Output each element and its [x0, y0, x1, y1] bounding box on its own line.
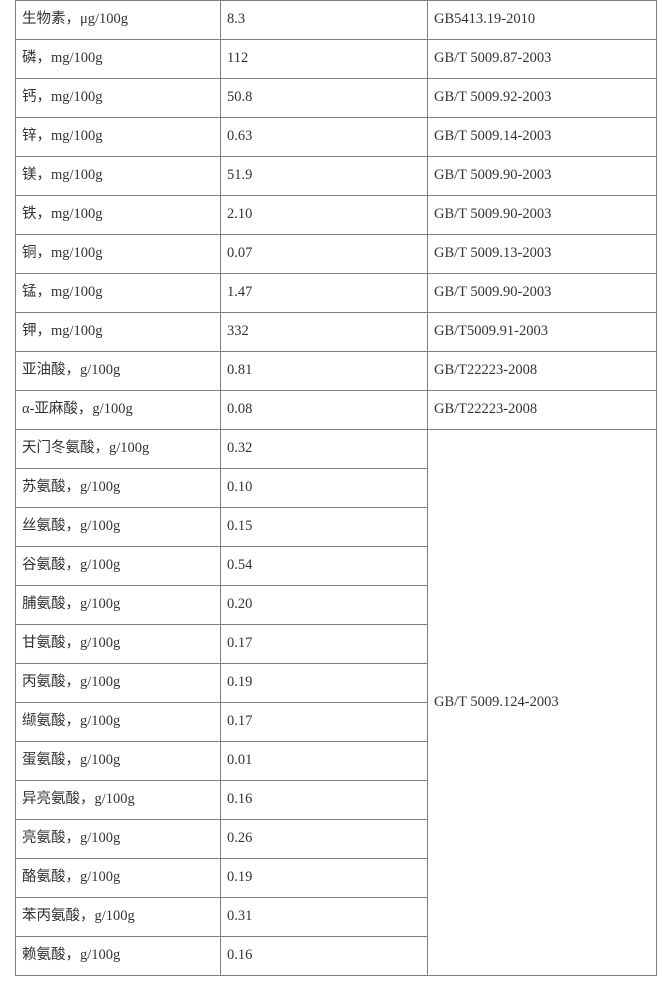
- cell-value: 0.19: [221, 859, 428, 898]
- cell-name: 蛋氨酸，g/100g: [16, 742, 221, 781]
- nutrition-table: 生物素，μg/100g 8.3 GB5413.19-2010 磷，mg/100g…: [15, 0, 657, 976]
- cell-name: 生物素，μg/100g: [16, 1, 221, 40]
- table-row: 亚油酸，g/100g 0.81 GB/T22223-2008: [16, 352, 657, 391]
- cell-name: 铜，mg/100g: [16, 235, 221, 274]
- cell-name: 缬氨酸，g/100g: [16, 703, 221, 742]
- cell-name: 锌，mg/100g: [16, 118, 221, 157]
- cell-name: 铁，mg/100g: [16, 196, 221, 235]
- cell-name: 脯氨酸，g/100g: [16, 586, 221, 625]
- cell-value: 0.54: [221, 547, 428, 586]
- cell-name: 赖氨酸，g/100g: [16, 937, 221, 976]
- cell-value: 0.15: [221, 508, 428, 547]
- cell-name: 钙，mg/100g: [16, 79, 221, 118]
- cell-standard: GB/T5009.91-2003: [428, 313, 657, 352]
- cell-name: 丝氨酸，g/100g: [16, 508, 221, 547]
- cell-standard: GB/T 5009.14-2003: [428, 118, 657, 157]
- table-row: α-亚麻酸，g/100g 0.08 GB/T22223-2008: [16, 391, 657, 430]
- table-row: 生物素，μg/100g 8.3 GB5413.19-2010: [16, 1, 657, 40]
- cell-standard-merged: GB/T 5009.124-2003: [428, 430, 657, 976]
- cell-name: 亮氨酸，g/100g: [16, 820, 221, 859]
- cell-name: 苏氨酸，g/100g: [16, 469, 221, 508]
- cell-value: 1.47: [221, 274, 428, 313]
- cell-name: 甘氨酸，g/100g: [16, 625, 221, 664]
- cell-value: 332: [221, 313, 428, 352]
- cell-value: 0.26: [221, 820, 428, 859]
- cell-value: 2.10: [221, 196, 428, 235]
- cell-value: 0.31: [221, 898, 428, 937]
- table-row: 锌，mg/100g 0.63 GB/T 5009.14-2003: [16, 118, 657, 157]
- cell-value: 0.81: [221, 352, 428, 391]
- cell-value: 0.10: [221, 469, 428, 508]
- cell-value: 0.07: [221, 235, 428, 274]
- cell-name: 苯丙氨酸，g/100g: [16, 898, 221, 937]
- table-row: 铁，mg/100g 2.10 GB/T 5009.90-2003: [16, 196, 657, 235]
- cell-standard: GB/T22223-2008: [428, 391, 657, 430]
- cell-value: 0.20: [221, 586, 428, 625]
- cell-value: 8.3: [221, 1, 428, 40]
- cell-standard: GB5413.19-2010: [428, 1, 657, 40]
- table-row: 磷，mg/100g 112 GB/T 5009.87-2003: [16, 40, 657, 79]
- table-row: 锰，mg/100g 1.47 GB/T 5009.90-2003: [16, 274, 657, 313]
- table-body: 生物素，μg/100g 8.3 GB5413.19-2010 磷，mg/100g…: [16, 1, 657, 976]
- cell-value: 112: [221, 40, 428, 79]
- cell-name: 天门冬氨酸，g/100g: [16, 430, 221, 469]
- cell-value: 0.63: [221, 118, 428, 157]
- cell-standard: GB/T 5009.13-2003: [428, 235, 657, 274]
- cell-value: 0.17: [221, 625, 428, 664]
- cell-standard: GB/T 5009.92-2003: [428, 79, 657, 118]
- cell-standard: GB/T 5009.87-2003: [428, 40, 657, 79]
- cell-name: 亚油酸，g/100g: [16, 352, 221, 391]
- cell-value: 0.08: [221, 391, 428, 430]
- cell-standard: GB/T 5009.90-2003: [428, 157, 657, 196]
- cell-standard: GB/T 5009.90-2003: [428, 196, 657, 235]
- table-row: 镁，mg/100g 51.9 GB/T 5009.90-2003: [16, 157, 657, 196]
- cell-value: 0.01: [221, 742, 428, 781]
- cell-value: 0.16: [221, 781, 428, 820]
- cell-value: 50.8: [221, 79, 428, 118]
- cell-name: 磷，mg/100g: [16, 40, 221, 79]
- cell-name: 谷氨酸，g/100g: [16, 547, 221, 586]
- table-row: 钙，mg/100g 50.8 GB/T 5009.92-2003: [16, 79, 657, 118]
- table-row: 钾，mg/100g 332 GB/T5009.91-2003: [16, 313, 657, 352]
- cell-name: 钾，mg/100g: [16, 313, 221, 352]
- cell-name: α-亚麻酸，g/100g: [16, 391, 221, 430]
- cell-value: 0.19: [221, 664, 428, 703]
- cell-value: 0.17: [221, 703, 428, 742]
- cell-name: 异亮氨酸，g/100g: [16, 781, 221, 820]
- cell-value: 51.9: [221, 157, 428, 196]
- table-row: 天门冬氨酸，g/100g 0.32 GB/T 5009.124-2003: [16, 430, 657, 469]
- cell-name: 镁，mg/100g: [16, 157, 221, 196]
- cell-value: 0.16: [221, 937, 428, 976]
- cell-value: 0.32: [221, 430, 428, 469]
- cell-name: 锰，mg/100g: [16, 274, 221, 313]
- cell-name: 丙氨酸，g/100g: [16, 664, 221, 703]
- cell-name: 酪氨酸，g/100g: [16, 859, 221, 898]
- cell-standard: GB/T22223-2008: [428, 352, 657, 391]
- cell-standard: GB/T 5009.90-2003: [428, 274, 657, 313]
- table-row: 铜，mg/100g 0.07 GB/T 5009.13-2003: [16, 235, 657, 274]
